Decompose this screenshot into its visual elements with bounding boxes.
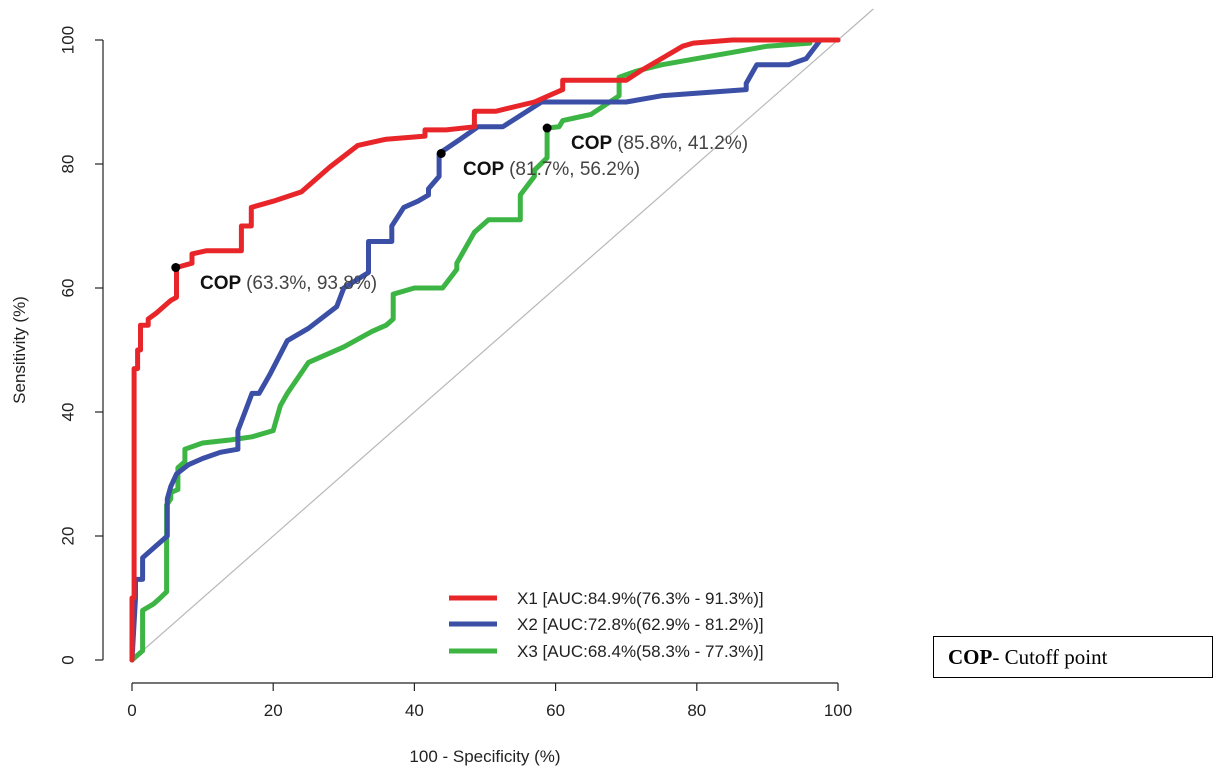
series-line-x3: [129, 37, 841, 663]
cutoff-point-marker: [171, 263, 181, 273]
legend-label-x3: X3 [AUC:68.4%(58.3% - 77.3%)]: [517, 642, 764, 661]
cop-note-text: - Cutoff point: [992, 644, 1108, 669]
x-tick-label: 0: [127, 701, 136, 720]
series-line-x1: [129, 37, 841, 663]
y-tick-label: 0: [58, 655, 77, 664]
series-line-x2: [129, 37, 841, 663]
cop-note: COP - Cutoff point: [933, 636, 1213, 678]
cutoff-point-label: COP (63.3%, 93.8%): [200, 273, 377, 294]
y-tick-label: 60: [58, 279, 77, 298]
legend: X1 [AUC:84.9%(76.3% - 91.3%)] X2 [AUC:72.…: [449, 589, 764, 661]
cutoff-point-label: COP (85.8%, 41.2%): [571, 133, 748, 154]
legend-label-x1: X1 [AUC:84.9%(76.3% - 91.3%)]: [517, 589, 764, 608]
x-tick-label: 20: [264, 701, 283, 720]
cutoff-point-marker: [542, 123, 552, 133]
y-tick-label: 40: [58, 403, 77, 422]
x-tick-label: 80: [687, 701, 706, 720]
cutoff-point-marker: [436, 148, 446, 158]
series-layer: [129, 37, 841, 663]
axes: 0 20 40 60 80 100 0 20 40 60 80 100: [58, 26, 852, 720]
cop-note-bold: COP: [948, 644, 993, 669]
legend-label-x2: X2 [AUC:72.8%(62.9% - 81.2%)]: [517, 615, 764, 634]
reference-diagonal: [131, 8, 874, 661]
x-tick-label: 100: [824, 701, 852, 720]
y-tick-label: 80: [58, 155, 77, 174]
y-tick-label: 100: [58, 26, 77, 54]
x-tick-label: 40: [405, 701, 424, 720]
x-tick-label: 60: [546, 701, 565, 720]
y-axis-title: Sensitivity (%): [10, 296, 29, 404]
x-axis-title: 100 - Specificity (%): [409, 747, 560, 766]
cutoff-point-label: COP (81.7%, 56.2%): [463, 159, 640, 180]
y-tick-label: 20: [58, 527, 77, 546]
cutoff-points: COP (63.3%, 93.8%) COP (81.7%, 56.2%) COP …: [171, 123, 748, 294]
